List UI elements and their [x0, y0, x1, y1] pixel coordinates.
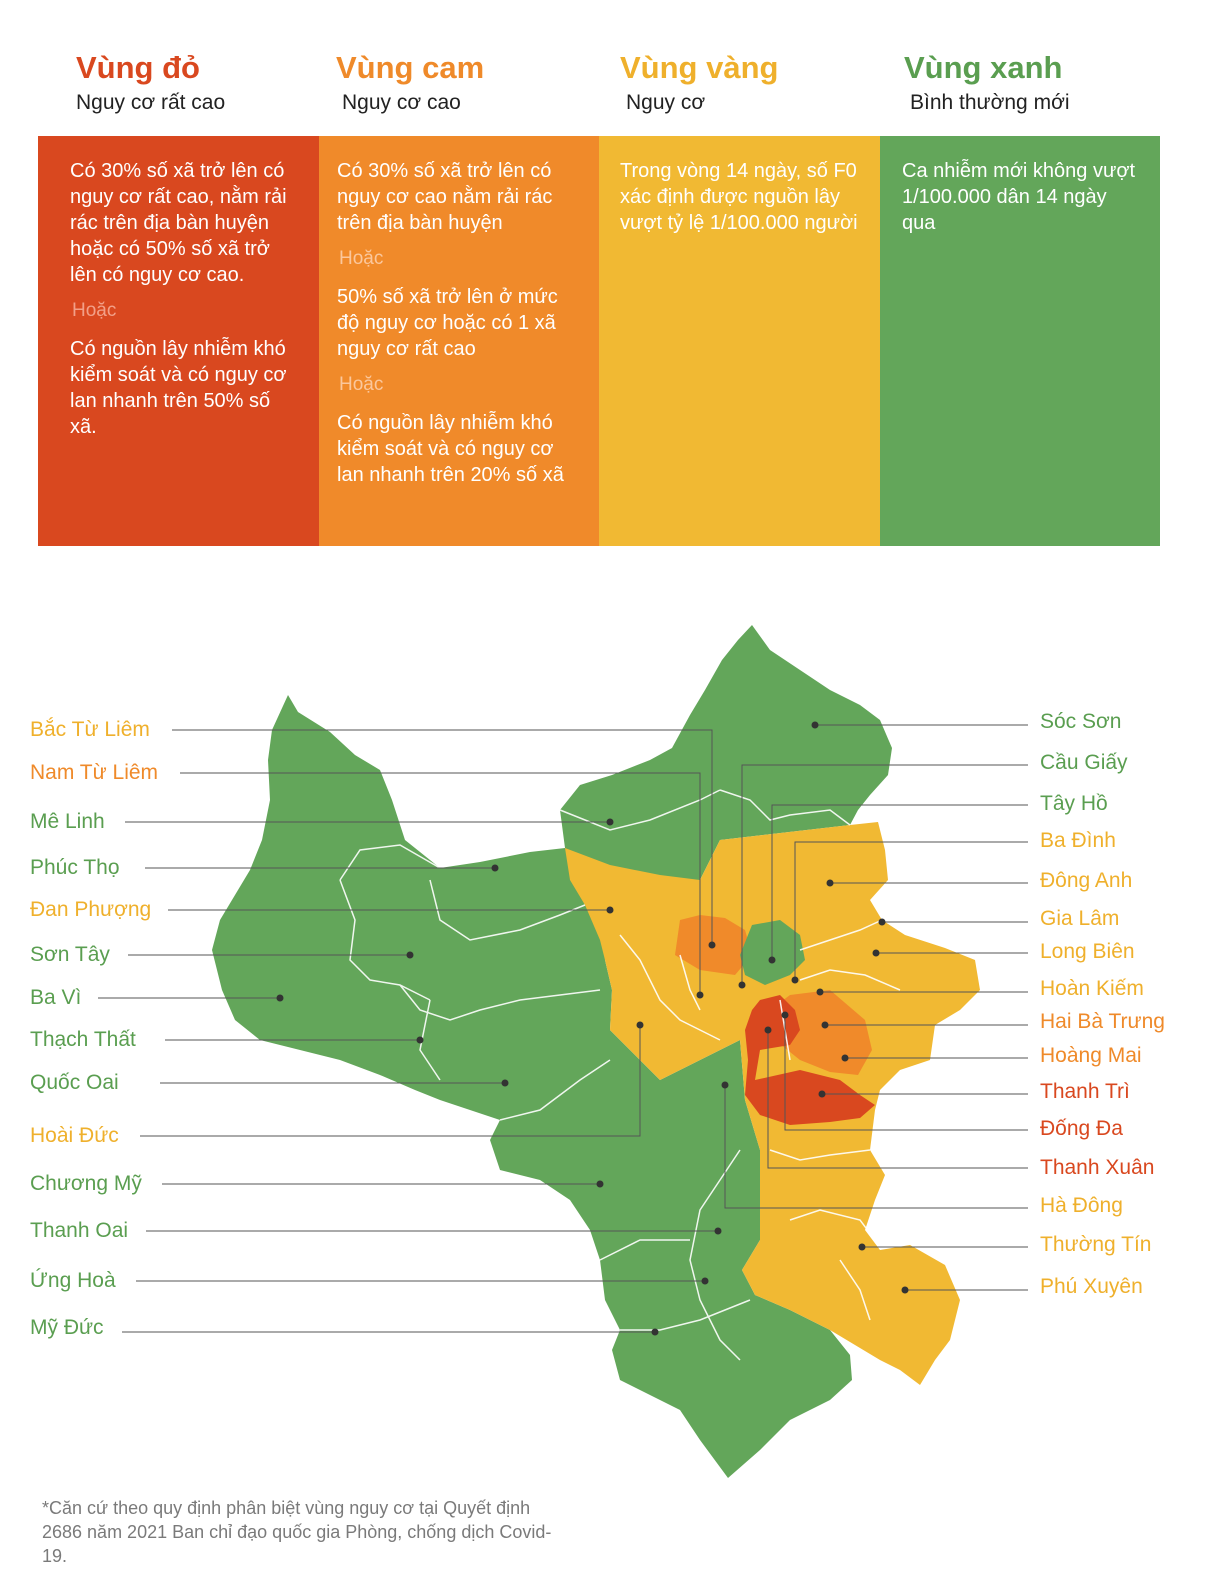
district-label-right: Thanh Xuân [1040, 1156, 1155, 1179]
zone-title: Vùng vàng [620, 50, 779, 85]
zone-red-panel: Có 30% số xã trở lên có nguy cơ rất cao,… [38, 136, 319, 546]
district-label-right: Phú Xuyên [1040, 1275, 1143, 1298]
zone-red-heading: Vùng đỏ Nguy cơ rất cao [76, 50, 225, 116]
footnote: *Căn cứ theo quy định phân biệt vùng ngu… [42, 1498, 552, 1566]
district-label-right: Hoàn Kiếm [1040, 977, 1144, 1000]
district-label-right: Tây Hồ [1040, 792, 1108, 815]
district-label-left: Ứng Hoà [30, 1269, 116, 1292]
panel-text: 50% số xã trở lên ở mức độ nguy cơ hoặc … [337, 286, 558, 360]
zone-yellow-heading: Vùng vàng Nguy cơ [620, 50, 778, 116]
district-label-right: Đông Anh [1040, 869, 1133, 892]
district-label-left: Đan Phượng [30, 898, 152, 921]
district-borders [339, 789, 901, 1361]
district-label-right: Gia Lâm [1040, 907, 1120, 930]
district-label-left: Phúc Thọ [30, 856, 120, 879]
panel-text: Có nguồn lây nhiễm khó kiểm soát và có n… [70, 338, 287, 438]
panel-or: Hoặc [72, 300, 117, 321]
district-label-left: Thạch Thất [30, 1028, 136, 1051]
zone-subtitle: Nguy cơ rất cao [76, 91, 226, 114]
district-label-left: Hoài Đức [30, 1124, 119, 1147]
leader-lines-right [724, 724, 1028, 1291]
map-region-red [745, 995, 875, 1125]
panel-text: Có 30% số xã trở lên có nguy cơ cao nằm … [337, 160, 553, 234]
district-label-right: Đống Đa [1040, 1117, 1123, 1140]
zone-title: Vùng xanh [904, 50, 1063, 85]
zone-yellow-panel: Trong vòng 14 ngày, số F0 xác định được … [599, 136, 880, 546]
zone-green-panel: Ca nhiễm mới không vượt 1/100.000 dân 14… [880, 136, 1160, 546]
leader-lines-left [98, 729, 718, 1333]
zone-orange-heading: Vùng cam Nguy cơ cao [336, 50, 484, 116]
district-label-left: Mỹ Đức [30, 1316, 104, 1339]
zone-title: Vùng cam [336, 50, 485, 85]
zone-title: Vùng đỏ [76, 50, 200, 85]
panel-text: Ca nhiễm mới không vượt 1/100.000 dân 14… [902, 160, 1136, 234]
district-label-right: Ba Đình [1040, 829, 1116, 852]
zone-subtitle: Bình thường mới [910, 91, 1070, 114]
district-label-right: Hoàng Mai [1040, 1044, 1142, 1067]
zone-orange-panel: Có 30% số xã trở lên có nguy cơ cao nằm … [319, 136, 600, 546]
panel-text: Có 30% số xã trở lên có nguy cơ rất cao,… [70, 160, 287, 286]
district-label-left: Nam Từ Liêm [30, 761, 159, 784]
district-label-right: Cầu Giấy [1040, 751, 1128, 774]
panel-text: Có nguồn lây nhiễm khó kiểm soát và có n… [337, 412, 564, 486]
district-label-left: Ba Vì [30, 986, 82, 1009]
district-label-left: Bắc Từ Liêm [30, 718, 150, 741]
district-label-right: Long Biên [1040, 940, 1135, 963]
district-label-left: Mê Linh [30, 810, 105, 833]
panel-or: Hoặc [339, 374, 384, 395]
panel-or: Hoặc [339, 248, 384, 269]
district-label-left: Thanh Oai [30, 1219, 129, 1242]
zone-subtitle: Nguy cơ cao [342, 91, 461, 114]
map-region-orange-east [770, 990, 872, 1075]
zone-subtitle: Nguy cơ [626, 91, 706, 114]
district-label-right: Sóc Sơn [1040, 710, 1122, 733]
district-label-right: Thanh Trì [1040, 1080, 1130, 1103]
panel-text: Trong vòng 14 ngày, số F0 xác định được … [620, 160, 858, 234]
leader-dots-right [721, 721, 909, 1294]
district-label-left: Chương Mỹ [30, 1172, 142, 1195]
district-label-right: Hà Đông [1040, 1194, 1123, 1217]
district-label-right: Hai Bà Trưng [1040, 1010, 1165, 1033]
district-label-right: Thường Tín [1040, 1233, 1152, 1256]
zone-green-heading: Vùng xanh Bình thường mới [904, 50, 1070, 116]
leader-dots-left [276, 818, 722, 1336]
map-outline-green [212, 625, 892, 1478]
district-label-left: Sơn Tây [30, 943, 110, 966]
district-label-left: Quốc Oai [30, 1071, 119, 1094]
